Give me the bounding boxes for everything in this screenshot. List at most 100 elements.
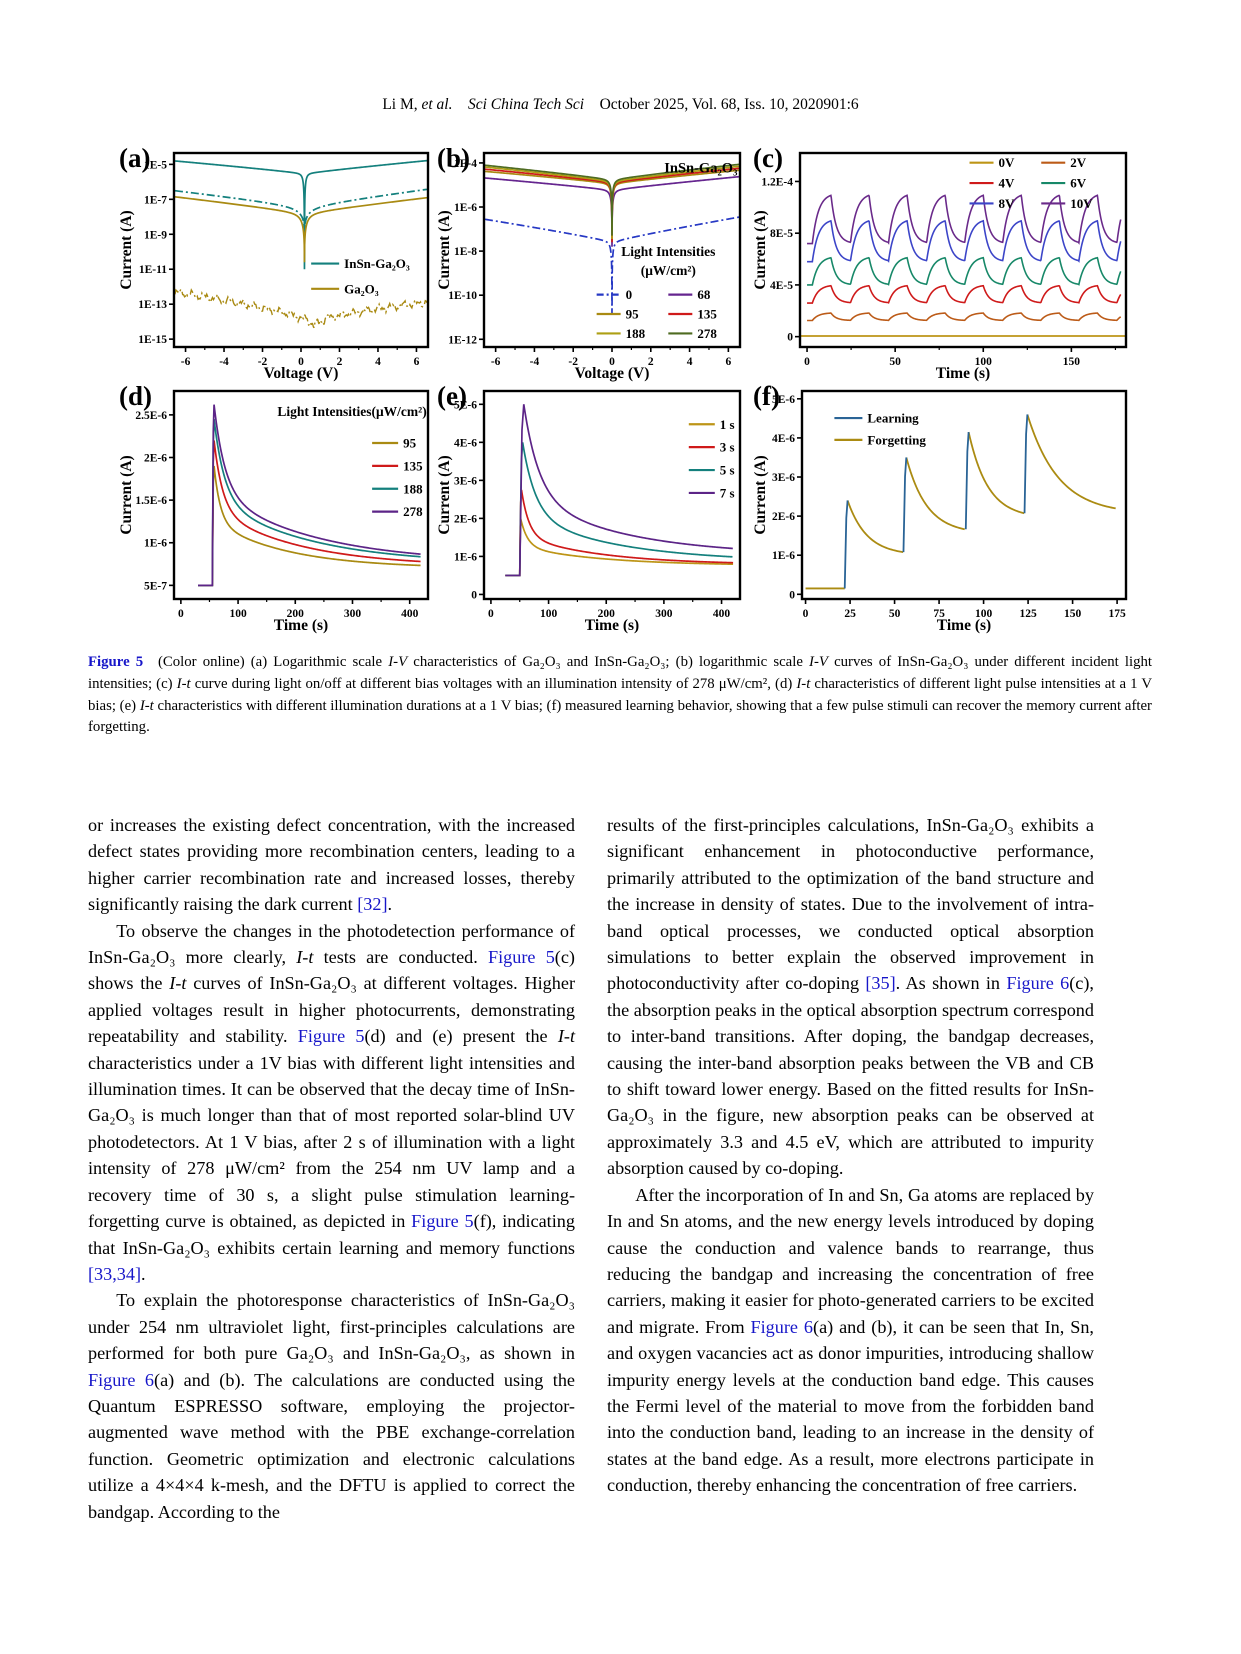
panel-letter-b: (b) — [437, 143, 470, 173]
panel-letter-c: (c) — [753, 143, 783, 173]
panel-a-chart: -6 -4 -2 0 2 4 6 1E-15 1E-13 1E-11 1E-9 1E-7 1E-5 Vol… — [118, 151, 430, 382]
svg-text:4E-6: 4E-6 — [772, 433, 795, 445]
reference-link[interactable]: Figure 6 — [1006, 973, 1070, 994]
svg-text:4V: 4V — [999, 176, 1016, 191]
svg-text:1E-12: 1E-12 — [448, 334, 477, 346]
reference-link[interactable]: [35] — [865, 973, 896, 994]
data-series — [807, 194, 1122, 245]
reference-link[interactable]: Figure 5 — [488, 947, 555, 968]
svg-text:3E-6: 3E-6 — [454, 475, 477, 487]
paragraph: To explain the photoresponse characteris… — [88, 1287, 575, 1525]
data-series — [807, 256, 1122, 286]
svg-text:-2: -2 — [568, 356, 578, 368]
series-group — [505, 404, 734, 577]
data-series — [174, 288, 428, 329]
svg-text:125: 125 — [1019, 608, 1037, 620]
svg-text:188: 188 — [626, 326, 646, 341]
svg-text:1E-15: 1E-15 — [138, 334, 167, 346]
svg-text:6: 6 — [725, 356, 731, 368]
panel-letter-a: (a) — [119, 143, 151, 173]
series-group — [174, 159, 428, 329]
panel-b-chart: -6 -4 -2 0 2 4 6 1E-4 1E-6 1E-8 1E-10 1E-12 Voltage … — [436, 151, 742, 382]
data-series — [174, 195, 428, 263]
data-series — [174, 159, 428, 270]
reference-link[interactable]: Figure 6 — [88, 1369, 155, 1390]
legend: Light Intensities(μW/cm²) 95 135 188 278 — [277, 404, 426, 519]
svg-text:2.5E-6: 2.5E-6 — [135, 410, 167, 422]
svg-text:5E-6: 5E-6 — [454, 399, 477, 411]
svg-text:2E-6: 2E-6 — [772, 511, 795, 523]
svg-text:InSn-Ga₂O₃: InSn-Ga₂O₃ — [344, 256, 410, 271]
reference-link[interactable]: Figure 5 — [88, 654, 144, 670]
svg-text:100: 100 — [229, 608, 247, 620]
svg-text:50: 50 — [889, 356, 901, 368]
y-axis-label: Current (A) — [436, 210, 453, 289]
svg-text:0V: 0V — [999, 155, 1016, 170]
text-run: (c), the absorption peaks in the optical… — [607, 973, 1094, 1179]
svg-text:25: 25 — [844, 608, 856, 620]
text-run: I-t — [139, 697, 154, 714]
svg-text:400: 400 — [713, 608, 731, 620]
legend: 0V 2V 4V 6V 8V 10V — [969, 155, 1093, 211]
svg-text:Ga₂O₃: Ga₂O₃ — [344, 281, 379, 296]
text-run: characteristics of Ga₂O₃ and InSn-Ga₂O₃;… — [407, 654, 810, 670]
svg-text:400: 400 — [401, 608, 419, 620]
svg-text:Learning: Learning — [867, 411, 919, 426]
y-axis-label: Current (A) — [436, 455, 453, 534]
reference-link[interactable]: [33,34] — [88, 1263, 142, 1284]
plot-frame — [798, 151, 1128, 349]
svg-text:300: 300 — [344, 608, 362, 620]
svg-text:2V: 2V — [1070, 155, 1087, 170]
reference-link[interactable]: Figure 5 — [297, 1026, 365, 1047]
svg-text:6V: 6V — [1070, 176, 1087, 191]
text-run: I-t — [557, 1026, 575, 1047]
svg-text:1E-6: 1E-6 — [772, 550, 795, 562]
svg-text:150: 150 — [1064, 608, 1082, 620]
svg-text:1E-11: 1E-11 — [139, 264, 167, 276]
svg-text:278: 278 — [697, 326, 717, 341]
figure-panel-a: (a) -6 -4 -2 0 2 4 6 1E-15 1E-13 1E-11 1E-9 1E-7 1E-… — [118, 145, 436, 383]
svg-text:0: 0 — [789, 589, 795, 601]
axes: -6 -4 -2 0 2 4 6 1E-4 1E-6 1E-8 1E-10 1E-12 — [448, 158, 731, 368]
svg-text:150: 150 — [1063, 356, 1081, 368]
text-run: (Color online) (a) Logarithmic scale — [143, 654, 389, 670]
svg-text:Forgetting: Forgetting — [867, 432, 926, 447]
svg-text:1E-7: 1E-7 — [144, 194, 167, 206]
svg-text:0: 0 — [471, 589, 477, 601]
learning-series — [843, 414, 1029, 589]
text-run: To explain the photoresponse characteris… — [88, 1290, 575, 1364]
axes: 0 100 200 300 400 0 1E-6 2E-6 3E-6 4E-6 5E-6 — [454, 399, 730, 620]
text-run: (f), indicating that InSn-Ga₂O₃ exhibits… — [88, 1211, 575, 1258]
svg-text:95: 95 — [626, 307, 640, 322]
text-run: (d) and (e) present the — [364, 1026, 558, 1047]
x-axis-label: Voltage (V) — [575, 365, 650, 382]
series-group — [800, 194, 1126, 337]
axes: 0 100 200 300 400 5E-7 1E-6 1.5E-6 2E-6 2.5E-6 — [135, 410, 418, 620]
reference-link[interactable]: [32] — [357, 894, 388, 915]
text-run: I-t — [296, 947, 314, 968]
svg-text:1 s: 1 s — [720, 417, 735, 432]
y-axis-label: Current (A) — [752, 210, 769, 289]
reference-link[interactable]: Figure 5 — [411, 1211, 474, 1232]
data-series — [505, 404, 733, 577]
svg-text:0: 0 — [804, 356, 810, 368]
svg-text:2E-6: 2E-6 — [144, 452, 167, 464]
body-column-right: results of the first-principles calculat… — [607, 812, 1094, 1499]
text-run: I-t — [796, 675, 811, 692]
x-axis-label: Time (s) — [936, 365, 990, 382]
data-series — [174, 188, 428, 235]
svg-text:0: 0 — [803, 608, 809, 620]
svg-text:2E-6: 2E-6 — [454, 513, 477, 525]
text-run: tests are conducted. — [313, 947, 489, 968]
text-run: To observe the changes in the photodetec… — [88, 920, 575, 968]
reference-link[interactable]: Figure 6 — [750, 1316, 814, 1337]
text-run: (a) and (b). The calculations are conduc… — [88, 1369, 575, 1522]
svg-text:0: 0 — [488, 608, 494, 620]
svg-text:5E-7: 5E-7 — [144, 580, 167, 592]
figure-panel-d: (d) 0 100 200 300 400 5E-7 1E-6 1.5E-6 2E-6 2.5E-… — [118, 383, 436, 635]
plot-frame — [800, 389, 1128, 601]
series-group — [484, 163, 740, 316]
text-run: characteristics with different illuminat… — [88, 697, 1152, 736]
svg-text:200: 200 — [287, 608, 305, 620]
svg-text:68: 68 — [697, 287, 711, 302]
